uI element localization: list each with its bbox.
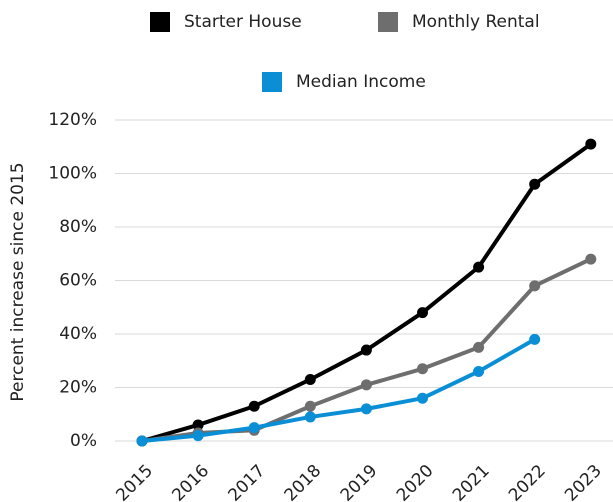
point (248, 400, 260, 412)
x-tick-label: 2020 (393, 461, 438, 502)
point (136, 435, 148, 447)
x-tick-label: 2019 (337, 461, 382, 502)
point (417, 392, 428, 404)
y-tick-label: 80% (59, 217, 97, 237)
y-tick-label: 120% (48, 110, 97, 130)
point (192, 430, 204, 442)
y-tick-label: 40% (59, 324, 97, 344)
point (473, 341, 485, 353)
point (529, 178, 541, 190)
point (417, 363, 428, 375)
x-tick-label: 2023 (561, 461, 606, 502)
point (360, 379, 372, 391)
point (304, 400, 316, 412)
y-tick-label: 0% (70, 431, 97, 451)
x-tick-label: 2018 (281, 461, 326, 502)
series-line (141, 142, 592, 443)
y-tick-label: 100% (48, 164, 97, 184)
point (473, 365, 485, 377)
x-tick-label: 2022 (505, 461, 550, 502)
point (585, 138, 597, 150)
point (529, 333, 541, 345)
x-tick-label: 2015 (112, 461, 157, 502)
y-axis-label: Percent increase since 2015 (8, 162, 28, 401)
point (529, 280, 541, 292)
legend-label: Starter House (184, 12, 302, 32)
point (360, 344, 372, 356)
legend-swatch (378, 12, 398, 32)
x-tick-label: 2021 (449, 461, 494, 502)
legend-swatch (150, 12, 170, 32)
legend-swatch (262, 72, 282, 92)
series-line (141, 337, 536, 443)
point (417, 307, 428, 319)
x-tick-label: 2017 (225, 461, 270, 502)
point (192, 419, 204, 431)
point (360, 403, 372, 415)
point (248, 422, 260, 434)
point (304, 411, 316, 423)
y-tick-label: 20% (59, 378, 97, 398)
point (585, 253, 597, 265)
x-tick-label: 2016 (168, 461, 213, 502)
point (304, 373, 316, 385)
legend-label: Median Income (296, 72, 426, 92)
y-tick-label: 60% (59, 271, 97, 291)
point (473, 261, 485, 273)
legend-label: Monthly Rental (412, 12, 540, 32)
